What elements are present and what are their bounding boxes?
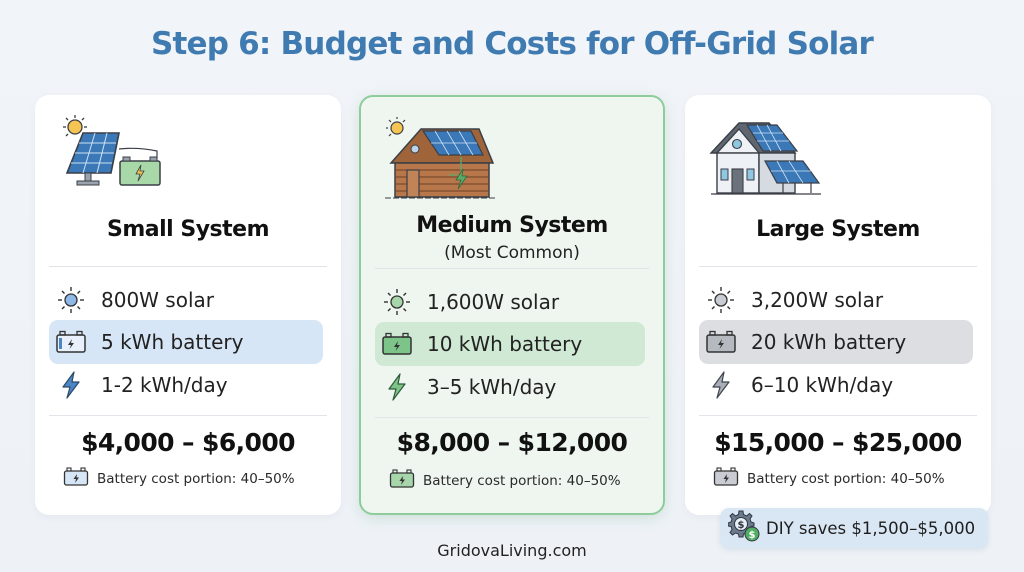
large-system-card: Large System 3,200W solar 20 kWh battery… (685, 95, 991, 515)
battery-icon (389, 469, 415, 493)
divider (49, 266, 327, 267)
portion-label: Battery cost portion: 40–50% (423, 473, 621, 489)
battery-icon (63, 467, 89, 491)
battery-cost-portion: Battery cost portion: 40–50% (63, 467, 331, 491)
house-solar-illustration (709, 122, 821, 195)
spec-battery: 10 kWh battery (375, 322, 645, 366)
sun-icon (51, 285, 91, 315)
site-footer: GridovaLiving.com (437, 541, 587, 560)
price-range: $15,000 – $25,000 (714, 428, 962, 457)
battery-icon (713, 467, 739, 491)
page-title: Step 6: Budget and Costs for Off-Grid So… (150, 26, 874, 62)
spec-solar: 1,600W solar (375, 280, 645, 324)
spec-daily-usage: 3–5 kWh/day (375, 365, 645, 409)
card-title: Medium System (416, 213, 608, 238)
lightning-icon (377, 372, 417, 402)
battery-cost-portion: Battery cost portion: 40–50% (389, 469, 653, 493)
spec-label: 3,200W solar (751, 288, 884, 312)
spec-daily-usage: 6–10 kWh/day (699, 363, 973, 407)
card-subtitle: (Most Common) (444, 243, 580, 263)
svg-text:$: $ (749, 530, 756, 541)
divider (375, 268, 649, 269)
portion-label: Battery cost portion: 40–50% (97, 471, 295, 487)
spec-label: 20 kWh battery (751, 330, 907, 354)
small-system-card: Small System 800W solar 5 kWh battery 1-… (35, 95, 341, 515)
portion-label: Battery cost portion: 40–50% (747, 471, 945, 487)
spec-label: 1,600W solar (427, 290, 560, 314)
medium-system-card: Medium System (Most Common) 1,600W solar… (359, 95, 665, 515)
card-title: Small System (107, 217, 270, 242)
battery-cost-portion: Battery cost portion: 40–50% (713, 467, 981, 491)
spec-label: 3–5 kWh/day (427, 375, 557, 399)
battery-icon (51, 330, 91, 354)
lightning-icon (51, 370, 91, 400)
svg-text:$: $ (738, 520, 745, 531)
log-cabin-illustration (385, 117, 497, 199)
battery-icon (701, 330, 741, 354)
spec-label: 5 kWh battery (101, 330, 244, 354)
spec-solar: 3,200W solar (699, 278, 973, 322)
divider (699, 266, 977, 267)
spec-label: 6–10 kWh/day (751, 373, 894, 397)
divider (49, 415, 327, 416)
spec-daily-usage: 1-2 kWh/day (49, 363, 323, 407)
lightning-icon (701, 370, 741, 400)
spec-solar: 800W solar (49, 278, 323, 322)
price-range: $8,000 – $12,000 (396, 428, 628, 457)
divider (699, 415, 977, 416)
diy-savings-badge: $ $ DIY saves $1,500–$5,000 (720, 508, 988, 548)
card-title: Large System (756, 217, 920, 242)
spec-battery: 5 kWh battery (49, 320, 323, 364)
spec-label: 1-2 kWh/day (101, 373, 228, 397)
divider (375, 417, 649, 418)
diy-savings-label: DIY saves $1,500–$5,000 (766, 518, 976, 538)
price-range: $4,000 – $6,000 (81, 428, 295, 457)
spec-battery: 20 kWh battery (699, 320, 973, 364)
battery-icon (377, 332, 417, 356)
solar-panel-battery-illustration (63, 115, 161, 186)
sun-icon (701, 285, 741, 315)
spec-label: 800W solar (101, 288, 214, 312)
spec-label: 10 kWh battery (427, 332, 583, 356)
gear-dollar-icon: $ $ (727, 510, 760, 546)
sun-icon (377, 287, 417, 317)
